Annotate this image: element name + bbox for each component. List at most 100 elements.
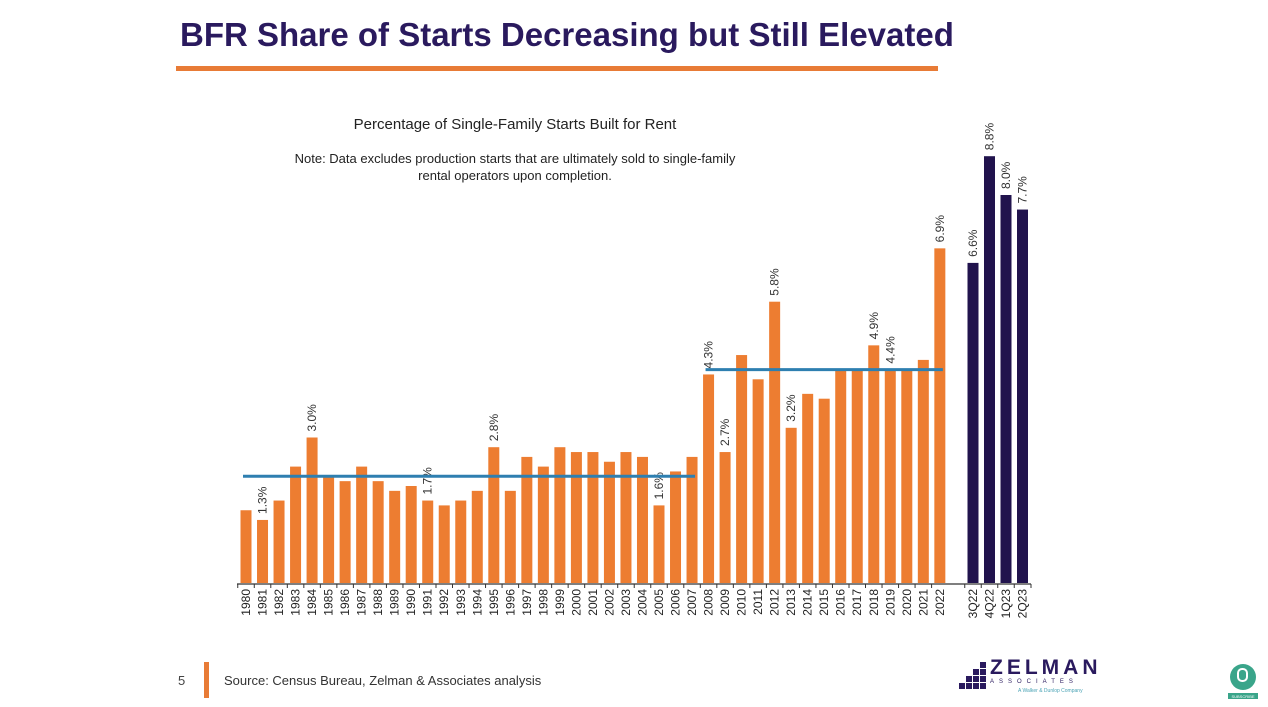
bar-1984 bbox=[306, 437, 318, 583]
x-tick-label: 1988 bbox=[371, 589, 385, 616]
x-tick-label: 2015 bbox=[817, 589, 831, 616]
bar-1989 bbox=[389, 490, 401, 583]
x-tick-label: 2003 bbox=[619, 589, 633, 616]
bar-2011 bbox=[752, 379, 764, 583]
page-number: 5 bbox=[178, 673, 186, 688]
x-tick-label: 2000 bbox=[569, 589, 583, 616]
bar-1994 bbox=[471, 490, 483, 583]
x-tick-label: 1996 bbox=[503, 589, 517, 616]
x-tick-label: 2017 bbox=[850, 589, 864, 616]
x-tick-label: 2021 bbox=[916, 589, 930, 616]
data-label: 5.8% bbox=[768, 268, 782, 296]
bar-2Q23 bbox=[1017, 209, 1028, 584]
bar-2010 bbox=[736, 355, 748, 583]
x-tick-label: 1987 bbox=[355, 589, 369, 616]
bar-1996 bbox=[504, 490, 516, 583]
bar-2016 bbox=[835, 369, 847, 583]
x-tick-label: 1997 bbox=[520, 589, 534, 616]
x-tick-label: 2001 bbox=[586, 589, 600, 616]
data-label: 1.6% bbox=[652, 472, 666, 500]
bar-1988 bbox=[372, 481, 384, 583]
bar-2002 bbox=[603, 461, 615, 583]
x-tick-label: 1991 bbox=[421, 589, 435, 616]
x-tick-label: 1998 bbox=[536, 589, 550, 616]
x-tick-label: 1995 bbox=[487, 589, 501, 616]
bar-2007 bbox=[686, 456, 698, 583]
x-tick-label: 1983 bbox=[289, 589, 303, 616]
x-tick-label: 2009 bbox=[718, 589, 732, 616]
data-label: 8.8% bbox=[983, 123, 997, 151]
data-label: 1.7% bbox=[421, 467, 435, 495]
x-tick-label: 1992 bbox=[437, 589, 451, 616]
bar-1981 bbox=[257, 519, 269, 583]
x-tick-label: 1982 bbox=[272, 589, 286, 616]
bar-2018 bbox=[868, 345, 880, 583]
bar-2001 bbox=[587, 452, 599, 583]
x-tick-label: 2002 bbox=[602, 589, 616, 616]
x-tick-label: 2019 bbox=[883, 589, 897, 616]
x-tick-label: 2012 bbox=[768, 589, 782, 616]
chart-title: Percentage of Single-Family Starts Built… bbox=[353, 116, 677, 133]
x-tick-label: 1981 bbox=[256, 589, 270, 616]
bar-1980 bbox=[240, 510, 252, 583]
x-tick-label: 2008 bbox=[702, 589, 716, 616]
x-tick-label: 2016 bbox=[834, 589, 848, 616]
title-underline bbox=[176, 66, 938, 71]
bar-2015 bbox=[818, 398, 830, 583]
x-tick-label: 1980 bbox=[239, 589, 253, 616]
logo-subtitle: ASSOCIATES bbox=[990, 679, 1078, 685]
x-tick-label: 2014 bbox=[801, 589, 815, 616]
zelman-logo: ZELMAN ASSOCIATES A Walker & Dunlop Comp… bbox=[958, 656, 1108, 698]
bar-1986 bbox=[339, 481, 351, 583]
bar-2019 bbox=[884, 369, 896, 583]
x-tick-label: 1989 bbox=[388, 589, 402, 616]
x-tick-label: 4Q22 bbox=[983, 589, 997, 619]
source-note: Source: Census Bureau, Zelman & Associat… bbox=[224, 673, 542, 688]
bar-2012 bbox=[769, 301, 781, 583]
x-tick-label: 2013 bbox=[784, 589, 798, 616]
bar-1999 bbox=[554, 447, 566, 583]
bar-2006 bbox=[670, 471, 682, 583]
subscribe-icon: SUBSCRIBE bbox=[1228, 664, 1258, 699]
x-tick-label: 2022 bbox=[933, 589, 947, 616]
x-tick-label: 1Q23 bbox=[999, 589, 1013, 619]
data-label: 4.9% bbox=[867, 312, 881, 340]
data-label: 4.3% bbox=[702, 341, 716, 369]
logo-tagline: A Walker & Dunlop Company bbox=[1018, 688, 1083, 694]
subscribe-button[interactable]: SUBSCRIBE bbox=[1226, 662, 1260, 700]
x-tick-label: 2004 bbox=[635, 589, 649, 616]
bar-1997 bbox=[521, 456, 533, 583]
logo-squares-icon bbox=[959, 662, 986, 689]
data-label: 3.0% bbox=[305, 404, 319, 432]
x-tick-label: 2010 bbox=[735, 589, 749, 616]
bar-3Q22 bbox=[967, 262, 979, 583]
bar-1982 bbox=[273, 500, 285, 583]
bar-1993 bbox=[455, 500, 467, 583]
x-tick-label: 2Q23 bbox=[1016, 589, 1030, 619]
x-tick-label: 2005 bbox=[652, 589, 666, 616]
source-accent-bar bbox=[204, 662, 209, 698]
data-label: 7.7% bbox=[1016, 176, 1030, 204]
bar-4Q22 bbox=[984, 156, 995, 583]
x-tick-label: 2018 bbox=[867, 589, 881, 616]
bar-2021 bbox=[917, 359, 929, 583]
x-tick-label: 2011 bbox=[751, 589, 765, 615]
bar-1985 bbox=[323, 476, 335, 583]
x-tick-label: 1986 bbox=[338, 589, 352, 616]
x-tick-label: 1993 bbox=[454, 589, 468, 616]
bar-2017 bbox=[851, 369, 863, 583]
chart-note: Note: Data excludes production starts th… bbox=[294, 151, 736, 183]
bar-2004 bbox=[636, 456, 648, 583]
data-label: 8.0% bbox=[999, 161, 1013, 189]
bar-2005 bbox=[653, 505, 665, 583]
bar-1995 bbox=[488, 447, 500, 583]
x-tick-label: 2006 bbox=[669, 589, 683, 616]
x-tick-label: 2020 bbox=[900, 589, 914, 616]
data-label: 4.4% bbox=[883, 336, 897, 364]
x-tick-label: 1985 bbox=[322, 589, 336, 616]
bar-2020 bbox=[901, 369, 913, 583]
x-tick-label: 1984 bbox=[305, 589, 319, 616]
bar-1987 bbox=[356, 466, 368, 583]
data-label: 3.2% bbox=[784, 394, 798, 422]
